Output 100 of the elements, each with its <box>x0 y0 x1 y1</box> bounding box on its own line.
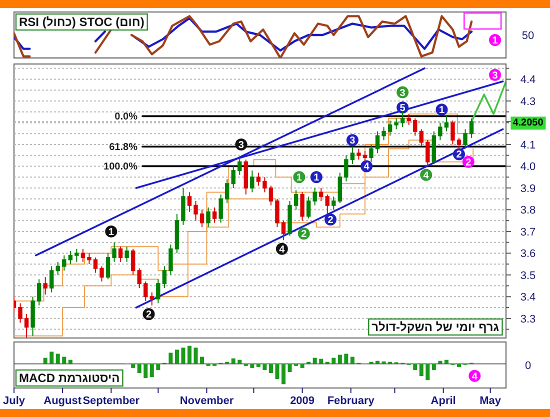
x-tick-label: November <box>180 395 234 407</box>
candlestick <box>288 200 292 236</box>
candlestick <box>156 278 160 304</box>
candlestick <box>275 198 280 228</box>
candlestick <box>56 261 60 276</box>
bar <box>68 360 72 364</box>
bar <box>300 364 304 368</box>
annotation: 4 <box>423 170 430 182</box>
candlestick <box>426 140 430 167</box>
bar <box>181 348 186 364</box>
candlestick <box>194 200 198 222</box>
bar <box>144 364 148 378</box>
candlestick <box>444 116 449 132</box>
x-tick-label: August <box>44 395 82 407</box>
candlestick <box>50 266 54 293</box>
candlestick <box>394 118 398 130</box>
bar <box>288 364 292 372</box>
candlestick <box>268 185 274 206</box>
candlestick <box>137 268 142 288</box>
candlestick <box>362 150 368 162</box>
bar <box>56 354 60 364</box>
candlestick <box>250 170 254 193</box>
annotation: 3 <box>400 88 406 99</box>
candlestick <box>438 122 442 141</box>
bar <box>338 354 342 364</box>
annotation: 4 <box>364 162 370 173</box>
annotation: 61.8% <box>109 142 138 154</box>
annotation: 1 <box>438 105 445 116</box>
bar <box>332 358 336 364</box>
y-tick-label: 4.4 <box>520 74 536 86</box>
bar <box>174 350 179 364</box>
candlestick <box>36 278 42 306</box>
annotation: 2 <box>146 310 152 321</box>
candlestick <box>187 192 192 212</box>
bar <box>137 364 142 374</box>
candlestick <box>413 118 418 136</box>
bar <box>187 346 192 364</box>
candlestick <box>43 276 48 296</box>
candlestick <box>281 220 286 241</box>
annotation: 100.0% <box>104 162 138 173</box>
candlestick <box>24 314 29 338</box>
candlestick <box>325 194 330 215</box>
bar <box>419 364 424 376</box>
annotation: 3 <box>350 136 356 147</box>
annotation: 3 <box>492 70 498 82</box>
bar <box>168 352 173 364</box>
bar <box>268 364 273 374</box>
y-tick-label: 3.9 <box>520 182 536 195</box>
candlestick <box>344 154 348 182</box>
y-tick-label: 4.1 <box>520 139 536 152</box>
annotation: 1 <box>108 226 114 238</box>
bar <box>438 360 442 364</box>
y-tick-label: 3.8 <box>520 204 536 217</box>
bar <box>50 352 54 364</box>
candlestick <box>231 166 236 188</box>
candlestick <box>124 246 129 262</box>
candlestick <box>118 246 123 262</box>
annotation: 4 <box>472 371 478 382</box>
candlestick <box>382 126 386 141</box>
x-tick-label: April <box>430 395 456 407</box>
candlestick <box>388 120 392 136</box>
text: היסטוגרמת MACD <box>19 371 120 385</box>
annotation: 2 <box>466 157 472 168</box>
annotation: 1 <box>296 172 302 184</box>
bar <box>376 360 380 364</box>
y-tick-label: 4.2050 <box>512 118 544 129</box>
candlestick <box>100 266 104 282</box>
chart-title: RSI (כחול) STOC (חום) <box>19 15 144 29</box>
bar <box>200 356 204 364</box>
bar <box>238 360 242 364</box>
bar <box>131 364 136 368</box>
annotation: 1 <box>314 172 320 184</box>
candlestick <box>200 209 204 228</box>
annotation: 4 <box>279 244 286 256</box>
bar <box>231 358 236 364</box>
bar <box>444 360 448 364</box>
candlestick <box>306 196 311 219</box>
bar <box>456 364 461 367</box>
candlestick <box>375 130 380 154</box>
text: 50 <box>522 30 534 42</box>
candlestick <box>238 157 242 176</box>
candlestick <box>87 252 92 265</box>
candlestick <box>80 248 86 262</box>
candlestick <box>256 172 261 186</box>
annotation: 3 <box>238 140 244 151</box>
candlestick <box>93 257 98 274</box>
candlestick <box>356 148 361 160</box>
candlestick <box>406 114 411 126</box>
candlestick <box>162 266 167 288</box>
bar <box>432 364 436 370</box>
text: גרף יומי של השקל-דולר <box>372 320 500 334</box>
candlestick <box>150 292 154 306</box>
candlestick <box>218 194 223 224</box>
bar <box>150 364 154 378</box>
annotation: 1 <box>492 36 498 47</box>
bar <box>62 356 66 364</box>
y-tick-label: 4.3 <box>520 96 536 108</box>
y-tick-label: 3.7 <box>520 226 536 238</box>
candlestick <box>463 128 468 150</box>
candlestick <box>319 187 324 202</box>
